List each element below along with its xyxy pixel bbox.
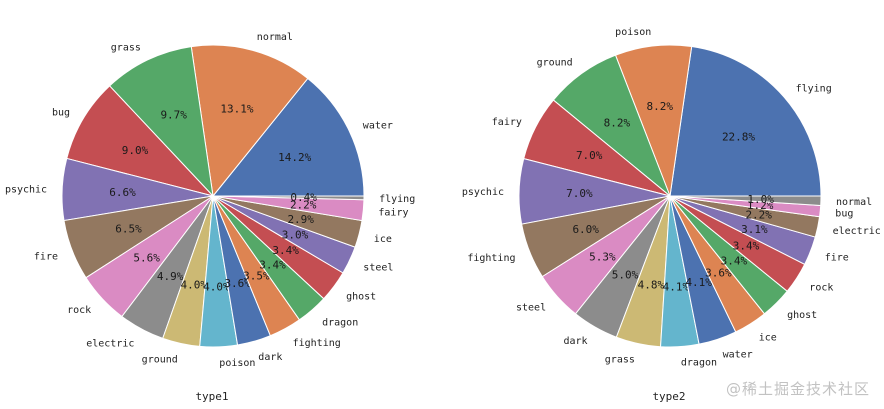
pct-label-dragon: 4.1% bbox=[663, 280, 690, 293]
slice-water bbox=[211, 77, 365, 197]
slice-normal bbox=[669, 195, 822, 206]
category-label-steel: steel bbox=[516, 303, 546, 314]
category-label-normal: normal bbox=[836, 197, 872, 208]
category-label-poison: poison bbox=[615, 27, 651, 38]
category-label-fairy: fairy bbox=[492, 117, 522, 128]
category-label-dragon: dragon bbox=[322, 317, 358, 328]
category-label-psychic: psychic bbox=[462, 187, 504, 198]
pct-label-ghost: 3.4% bbox=[272, 244, 299, 257]
pct-label-water: 14.2% bbox=[278, 151, 311, 164]
pct-label-electric: 2.2% bbox=[745, 209, 772, 222]
pct-label-dark: 3.6% bbox=[224, 277, 251, 290]
category-label-fighting: fighting bbox=[293, 338, 341, 349]
category-label-psychic: psychic bbox=[5, 185, 47, 196]
category-label-poison: poison bbox=[219, 358, 255, 369]
category-label-ground: ground bbox=[142, 354, 178, 365]
pct-label-grass: 9.7% bbox=[160, 108, 187, 121]
pie-chart-type1: 14.2% water 13.1% normal 9.7% grass 9.0% bug 6.6… bbox=[5, 32, 415, 369]
pct-label-rock: 5.6% bbox=[133, 252, 160, 265]
x-label-type2: type2 bbox=[652, 390, 685, 403]
pct-label-fire: 6.5% bbox=[115, 223, 142, 236]
pct-label-ghost: 3.4% bbox=[721, 254, 748, 267]
category-label-dark: dark bbox=[258, 352, 282, 363]
watermark: @稀土掘金技术社区 bbox=[725, 380, 870, 398]
category-label-fairy: fairy bbox=[378, 208, 408, 219]
category-label-flying: flying bbox=[796, 83, 832, 94]
pct-label-electric: 4.9% bbox=[157, 270, 184, 283]
category-label-rock: rock bbox=[67, 305, 91, 316]
pct-label-grass: 4.8% bbox=[638, 279, 665, 292]
category-label-fighting: fighting bbox=[467, 253, 515, 264]
category-label-dark: dark bbox=[564, 336, 588, 347]
category-label-electric: electric bbox=[833, 226, 881, 237]
category-label-ghost: ghost bbox=[787, 310, 817, 321]
pct-label-rock: 3.4% bbox=[733, 239, 760, 252]
slice-flying bbox=[669, 45, 822, 197]
slice-grass bbox=[108, 46, 214, 198]
pct-label-psychic: 6.6% bbox=[109, 186, 136, 199]
pct-label-fairy: 7.0% bbox=[576, 149, 603, 162]
slice-normal bbox=[190, 44, 309, 198]
category-label-electric: electric bbox=[86, 338, 134, 349]
slice-bug bbox=[66, 85, 215, 197]
pct-label-poison: 4.0% bbox=[203, 281, 230, 294]
category-label-rock: rock bbox=[809, 282, 833, 293]
category-label-water: water bbox=[723, 350, 753, 361]
pct-label-ice: 2.9% bbox=[287, 213, 314, 226]
pct-label-ground: 8.2% bbox=[604, 117, 631, 130]
pct-label-ice: 3.6% bbox=[705, 267, 732, 280]
category-label-ground: ground bbox=[537, 57, 573, 68]
pct-label-flying: 0.4% bbox=[290, 191, 317, 204]
slice-flying bbox=[212, 195, 365, 201]
category-label-water: water bbox=[363, 120, 393, 131]
pct-label-poison: 8.2% bbox=[647, 100, 674, 113]
category-label-ice: ice bbox=[374, 234, 392, 245]
pct-label-normal: 13.1% bbox=[220, 103, 253, 116]
category-label-bug: bug bbox=[835, 209, 853, 220]
pct-label-ground: 4.0% bbox=[181, 279, 208, 292]
pct-label-psychic: 7.0% bbox=[566, 187, 593, 200]
x-label-type1: type1 bbox=[195, 390, 228, 403]
category-label-normal: normal bbox=[257, 32, 293, 43]
category-label-ice: ice bbox=[759, 332, 777, 343]
category-label-dragon: dragon bbox=[681, 358, 717, 369]
pct-label-bug: 9.0% bbox=[122, 144, 149, 157]
pct-label-flying: 22.8% bbox=[722, 131, 755, 144]
category-label-fire: fire bbox=[34, 252, 58, 263]
pct-label-dark: 5.0% bbox=[612, 269, 639, 282]
pct-label-fighting: 3.5% bbox=[243, 270, 270, 283]
pct-label-steel: 3.0% bbox=[282, 229, 309, 242]
pct-label-dragon: 3.4% bbox=[259, 258, 286, 271]
pie-chart-type2: 22.8% flying 8.2% poison 8.2% ground 7.0% fairy… bbox=[462, 27, 881, 369]
category-label-ghost: ghost bbox=[346, 291, 376, 302]
category-label-grass: grass bbox=[605, 354, 635, 365]
pct-label-fairy: 2.2% bbox=[290, 199, 317, 212]
pct-label-fire: 3.1% bbox=[741, 223, 768, 236]
category-label-grass: grass bbox=[111, 42, 141, 53]
pct-label-water: 4.1% bbox=[685, 276, 712, 289]
pct-label-normal: 1.0% bbox=[747, 193, 774, 206]
category-label-steel: steel bbox=[363, 263, 393, 274]
category-label-fire: fire bbox=[825, 252, 849, 263]
category-label-flying: flying bbox=[379, 194, 415, 205]
category-label-bug: bug bbox=[52, 107, 70, 118]
pct-label-fighting: 6.0% bbox=[572, 223, 599, 236]
pct-label-steel: 5.3% bbox=[589, 250, 616, 263]
